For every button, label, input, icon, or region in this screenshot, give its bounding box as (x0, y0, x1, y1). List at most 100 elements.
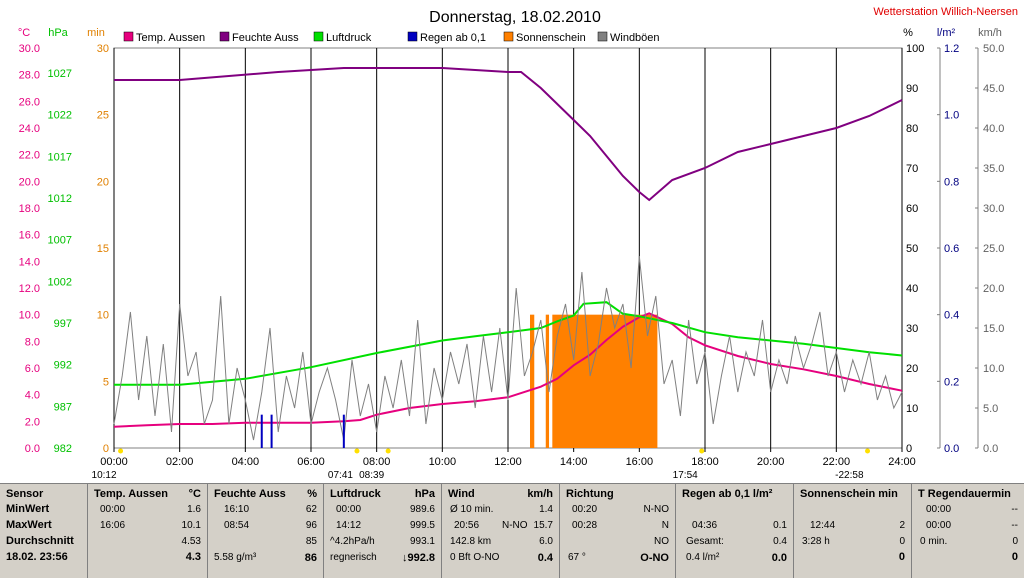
direction-header: Richtung (566, 488, 614, 500)
rain-column: Regen ab 0,1 l/m² 04:36 0.1 Gesamt: 0.4 0.… (676, 484, 794, 578)
temp-min-value: 1.6 (187, 504, 201, 515)
sun-tick-label: 25 (97, 110, 109, 122)
pressure-column: Luftdruck hPa 00:00 989.6 14:12 999.5 ^4.2h… (324, 484, 442, 578)
x-tick-label: 04:00 (232, 456, 260, 468)
pressure-tick-label: 1027 (48, 68, 72, 80)
rain-total-label: Gesamt: (686, 536, 724, 547)
sunshine-row3-value: 0 (899, 536, 905, 547)
temp-tick-label: 20.0 (19, 176, 40, 188)
legend-swatch (219, 31, 230, 42)
direction-row2-time: 00:28 (572, 520, 598, 531)
sun-tick-label: 5 (103, 376, 109, 388)
temp-header: Temp. Aussen (94, 488, 168, 500)
x-tick-label: 02:00 (166, 456, 194, 468)
sunshine-current: 0 (898, 551, 905, 563)
legend-swatch (597, 31, 608, 42)
sun-tick-label: 10 (97, 310, 109, 322)
station-name: Wetterstation Willich-Neersen (873, 6, 1018, 18)
wind-avg-label: Ø 10 min. (450, 504, 494, 515)
marker-dot-3 (699, 448, 705, 454)
rain-tick-label: 0.2 (944, 376, 959, 388)
sunshine-header: Sonnenschein min (800, 488, 898, 500)
rain-max-time: 04:36 (692, 520, 718, 531)
legend-label: Luftdruck (326, 32, 372, 44)
pressure-min-value: 989.6 (409, 504, 435, 515)
raindur-total: 0 min. (920, 536, 948, 547)
sun-tick-label: 0 (103, 443, 109, 455)
pressure-unit: hPa (414, 488, 435, 500)
wind-tick-label: 20.0 (983, 283, 1004, 295)
marker-dot-4 (865, 448, 871, 454)
x-tick-label: 06:00 (297, 456, 325, 468)
x-tick-label: 10:00 (429, 456, 457, 468)
humidity-column: Feuchte Auss% 16:10 62 08:54 96 85 5.58 g/… (208, 484, 324, 578)
pressure-average: 993.1 (409, 536, 435, 547)
temp-tick-label: 18.0 (19, 203, 40, 215)
rain-tick-label: 0.0 (944, 443, 959, 455)
temp-tick-label: 8.0 (25, 336, 40, 348)
rain-max-value: 0.1 (773, 520, 787, 531)
x-tick-label: 18:00 (691, 456, 719, 468)
row-label-avg: Durchschnitt (6, 535, 74, 547)
sun-tick-label: 20 (97, 176, 109, 188)
temp-unit: °C (188, 488, 201, 500)
raindur-current: 0 (1011, 551, 1018, 563)
direction-column: Richtung 00:20 N-NO 00:28 N NO 67 ° O-NO (560, 484, 676, 578)
temp-tick-label: 10.0 (19, 310, 40, 322)
row-label-max: MaxWert (6, 519, 52, 531)
humidity-tick-label: 100 (906, 43, 924, 55)
sunshine-bar-2 (552, 314, 658, 448)
temp-tick-label: 30.0 (19, 43, 40, 55)
sun-tick-label: 15 (97, 243, 109, 255)
rain-bar-1 (270, 414, 273, 448)
wind-beaufort: 0 Bft O-NO (450, 552, 500, 563)
wind-tick-label: 25.0 (983, 243, 1004, 255)
temp-tick-label: 12.0 (19, 283, 40, 295)
pressure-line (114, 301, 903, 386)
rain-tick-label: 0.6 (944, 243, 959, 255)
sensor-header: Sensor (6, 488, 44, 500)
humidity-tick-label: 20 (906, 363, 918, 375)
direction-row1-value: N-NO (643, 504, 669, 515)
pressure-axis-unit: hPa (48, 27, 68, 39)
legend-label: Regen ab 0,1 (420, 32, 486, 44)
temp-tick-label: 14.0 (19, 256, 40, 268)
sun-tick-label: 30 (97, 43, 109, 55)
legend-swatch (503, 31, 514, 42)
wind-gust-line (113, 255, 903, 441)
pressure-tick-label: 997 (54, 318, 72, 330)
marker-dot-0 (118, 448, 124, 454)
legend-label: Windböen (610, 32, 660, 44)
marker-dot-1 (354, 448, 360, 454)
temp-axis-unit: °C (18, 27, 30, 39)
pressure-tick-label: 1022 (48, 110, 72, 122)
pressure-max-value: 999.5 (409, 520, 435, 531)
humidity-tick-label: 50 (906, 243, 918, 255)
rain-bar-2 (342, 414, 345, 448)
rain-duration-column: T Regendauermin 00:00 -- 00:00 -- 0 min. 0 … (912, 484, 1024, 578)
raindur-row1-value: -- (1011, 504, 1018, 515)
bottom-markers: 10:12 07:41 08:39 17:54 -22:58 (92, 448, 871, 481)
legend-swatch (123, 31, 134, 42)
humidity-tick-label: 30 (906, 323, 918, 335)
pressure-tick-label: 1002 (48, 276, 72, 288)
temp-tick-label: 6.0 (25, 363, 40, 375)
wind-header: Wind (448, 488, 475, 500)
humidity-absolute: 5.58 g/m³ (214, 552, 257, 563)
axis-unit-labels: °C hPa min% l/m² km/h (18, 27, 1002, 39)
rain-tick-label: 1.2 (944, 43, 959, 55)
temp-max-value: 10.1 (181, 520, 201, 531)
humidity-tick-label: 70 (906, 163, 918, 175)
temp-tick-label: 24.0 (19, 123, 40, 135)
temp-tick-label: 0.0 (25, 443, 40, 455)
direction-current: O-NO (640, 552, 669, 564)
x-tick-label: 16:00 (626, 456, 654, 468)
legend: Temp. Aussen Feuchte Auss Luftdruck Regen a… (123, 31, 660, 44)
chart-title: Donnerstag, 18.02.2010 (429, 9, 601, 26)
wind-mean: 6.0 (539, 536, 553, 547)
humidity-min-time: 16:10 (224, 504, 250, 515)
sensor-column: Sensor MinWert MaxWert Durchschnitt 18.0… (0, 484, 88, 578)
wind-tick-label: 5.0 (983, 403, 998, 415)
temp-min-time: 00:00 (100, 504, 126, 515)
pressure-forecast: regnerisch (330, 552, 377, 563)
